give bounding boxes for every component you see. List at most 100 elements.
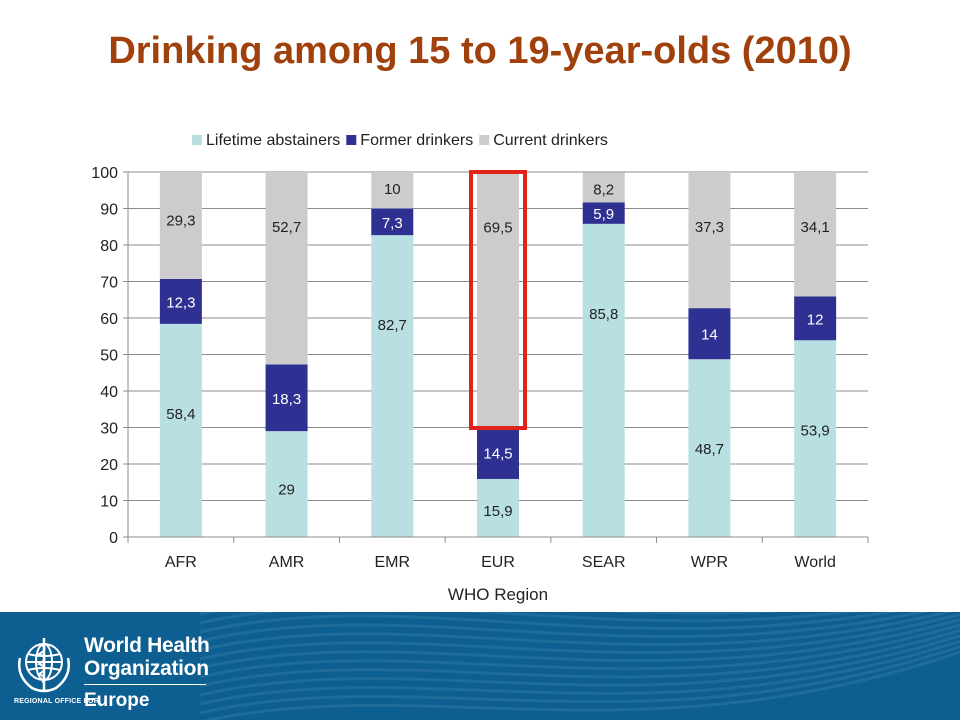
x-tick-label: AMR	[269, 554, 305, 571]
data-label: 14	[701, 327, 718, 344]
who-emblem-icon	[18, 638, 70, 693]
data-label: 69,5	[483, 219, 512, 236]
legend-label: Former drinkers	[360, 132, 473, 149]
bar-segment-eur-2	[477, 426, 519, 479]
footer-wave-line	[199, 618, 960, 670]
bar-segment-eur-1	[477, 478, 519, 537]
y-tick-label: 10	[100, 494, 118, 511]
bar-segment-afr-3	[159, 172, 202, 279]
data-label: 12	[807, 311, 824, 328]
x-tick-label: WPR	[691, 554, 728, 571]
chart-legend: Lifetime abstainers Former drinkers Curren…	[192, 132, 608, 149]
bar-segment-wpr-1	[688, 359, 731, 537]
highlight-box	[469, 170, 527, 431]
y-axis: 0 10 20 30 40 50 60 70 80 90 100	[91, 165, 129, 547]
stacked-bar-chart: Lifetime abstainers Former drinkers Curren…	[91, 132, 869, 604]
bar-segment-wpr-2	[688, 308, 731, 360]
legend-item: Current drinkers	[479, 132, 608, 149]
y-tick-label: 50	[100, 348, 118, 365]
legend-label: Lifetime abstainers	[206, 132, 340, 149]
data-label: 7,3	[382, 215, 403, 232]
logo-divider	[84, 684, 206, 685]
footer-wave-line	[202, 650, 960, 720]
data-label: 8,2	[593, 181, 614, 198]
x-tick-label: EUR	[481, 554, 515, 571]
data-label: 29	[278, 481, 295, 498]
org-name-line1: World Health	[84, 634, 210, 657]
footer-wave-line	[199, 645, 960, 715]
y-tick-label: 0	[109, 530, 118, 547]
y-tick-label: 30	[100, 421, 118, 438]
org-name-line2: Organization	[84, 657, 209, 680]
data-label: 29,3	[166, 212, 195, 229]
data-label: 10	[384, 181, 401, 198]
bar-segment-afr-2	[159, 278, 202, 324]
data-label: 34,1	[801, 219, 830, 236]
legend-label: Current drinkers	[493, 132, 608, 149]
footer-wave-line	[199, 612, 929, 643]
who-logo: World Health Organization REGIONAL OFFIC…	[10, 630, 210, 714]
data-label: 18,3	[272, 391, 301, 408]
bar-segment-eur-3	[477, 172, 519, 427]
region-name: Europe	[84, 690, 150, 711]
x-axis: AFR AMR EMR EUR SEAR WPR World	[127, 536, 869, 571]
chart-bars	[159, 172, 837, 537]
bar-segment-emr-2	[371, 208, 414, 236]
highlight-layer	[469, 170, 527, 431]
y-tick-label: 100	[91, 165, 118, 182]
data-label: 14,5	[483, 446, 512, 463]
legend-item: Lifetime abstainers	[192, 132, 340, 149]
y-tick-label: 80	[100, 238, 118, 255]
bar-segment-amr-2	[265, 364, 308, 432]
bar-segment-amr-3	[265, 172, 308, 365]
footer-wave-line	[199, 612, 960, 661]
bar-segment-afr-1	[159, 323, 202, 537]
bar-segment-world-2	[794, 296, 837, 341]
bar-segment-sear-1	[582, 223, 625, 537]
x-axis-title: WHO Region	[448, 585, 548, 604]
data-label: 15,9	[483, 503, 512, 520]
bar-segment-world-3	[794, 172, 837, 297]
footer-wave-line	[199, 612, 954, 652]
footer-wave-line	[199, 639, 960, 706]
data-label: 85,8	[589, 306, 618, 323]
legend-item: Former drinkers	[346, 132, 473, 149]
y-tick-label: 70	[100, 275, 118, 292]
data-label: 52,7	[272, 219, 301, 236]
footer-wave-line	[199, 612, 899, 634]
x-tick-label: EMR	[375, 554, 411, 571]
x-tick-label: SEAR	[582, 554, 626, 571]
data-label: 48,7	[695, 441, 724, 458]
slide-title: Drinking among 15 to 19-year-olds (2010)	[108, 30, 852, 72]
data-label: 53,9	[801, 422, 830, 439]
footer-wave-line	[199, 612, 857, 625]
bar-segment-sear-3	[582, 172, 625, 203]
legend-swatch	[346, 135, 357, 145]
footer-wave-pattern	[199, 612, 960, 720]
bar-segment-emr-1	[371, 235, 414, 537]
data-label: 5,9	[593, 206, 614, 223]
chart-data-labels: 58,4 12,3 29,3 29 18,3 52,7 82,7 7,3 10 15,9 14,5 6…	[166, 181, 829, 520]
regional-office-label: REGIONAL OFFICE FOR	[14, 698, 99, 705]
y-tick-label: 40	[100, 384, 118, 401]
x-tick-label: World	[794, 554, 836, 571]
footer-wave-line	[199, 623, 960, 679]
bar-segment-amr-1	[265, 431, 308, 537]
y-tick-label: 60	[100, 311, 118, 328]
footer-banner: World Health Organization REGIONAL OFFIC…	[0, 612, 960, 720]
footer-wave-line	[199, 634, 960, 697]
data-label: 82,7	[378, 317, 407, 334]
data-label: 58,4	[166, 406, 195, 423]
data-label: 37,3	[695, 219, 724, 236]
bar-segment-sear-2	[582, 202, 625, 224]
footer-wave-line	[199, 628, 960, 688]
data-label: 12,3	[166, 294, 195, 311]
y-tick-label: 20	[100, 457, 118, 474]
bar-segment-wpr-3	[688, 172, 731, 309]
y-tick-label: 90	[100, 202, 118, 219]
legend-swatch	[192, 135, 202, 145]
legend-swatch	[479, 135, 490, 145]
bar-segment-world-1	[794, 340, 837, 537]
x-tick-label: AFR	[165, 554, 197, 571]
bar-segment-emr-3	[371, 172, 414, 209]
